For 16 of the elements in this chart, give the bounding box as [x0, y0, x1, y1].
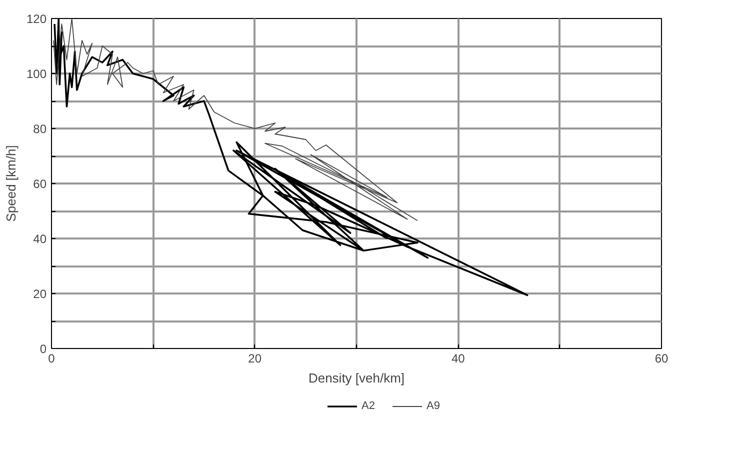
legend-label: A2	[362, 400, 376, 412]
y-tick-label: 120	[26, 12, 47, 26]
line-series	[53, 18, 418, 222]
x-tick-label: 0	[48, 352, 56, 366]
x-tick-label: 20	[248, 352, 262, 366]
y-tick-label: 20	[33, 287, 47, 301]
legend-label: A9	[426, 400, 441, 412]
y-tick-label: 100	[26, 67, 47, 81]
y-tick-label: 80	[33, 122, 47, 136]
x-axis-title: Density [veh/km]	[308, 370, 405, 386]
x-tick-label: 40	[451, 352, 466, 366]
y-axis-title: Speed [km/h]	[3, 145, 18, 222]
y-tick-label: 0	[40, 342, 47, 356]
y-tick-label: 60	[33, 177, 47, 191]
y-tick-label: 40	[33, 232, 47, 246]
x-tick-label: 60	[654, 352, 668, 366]
